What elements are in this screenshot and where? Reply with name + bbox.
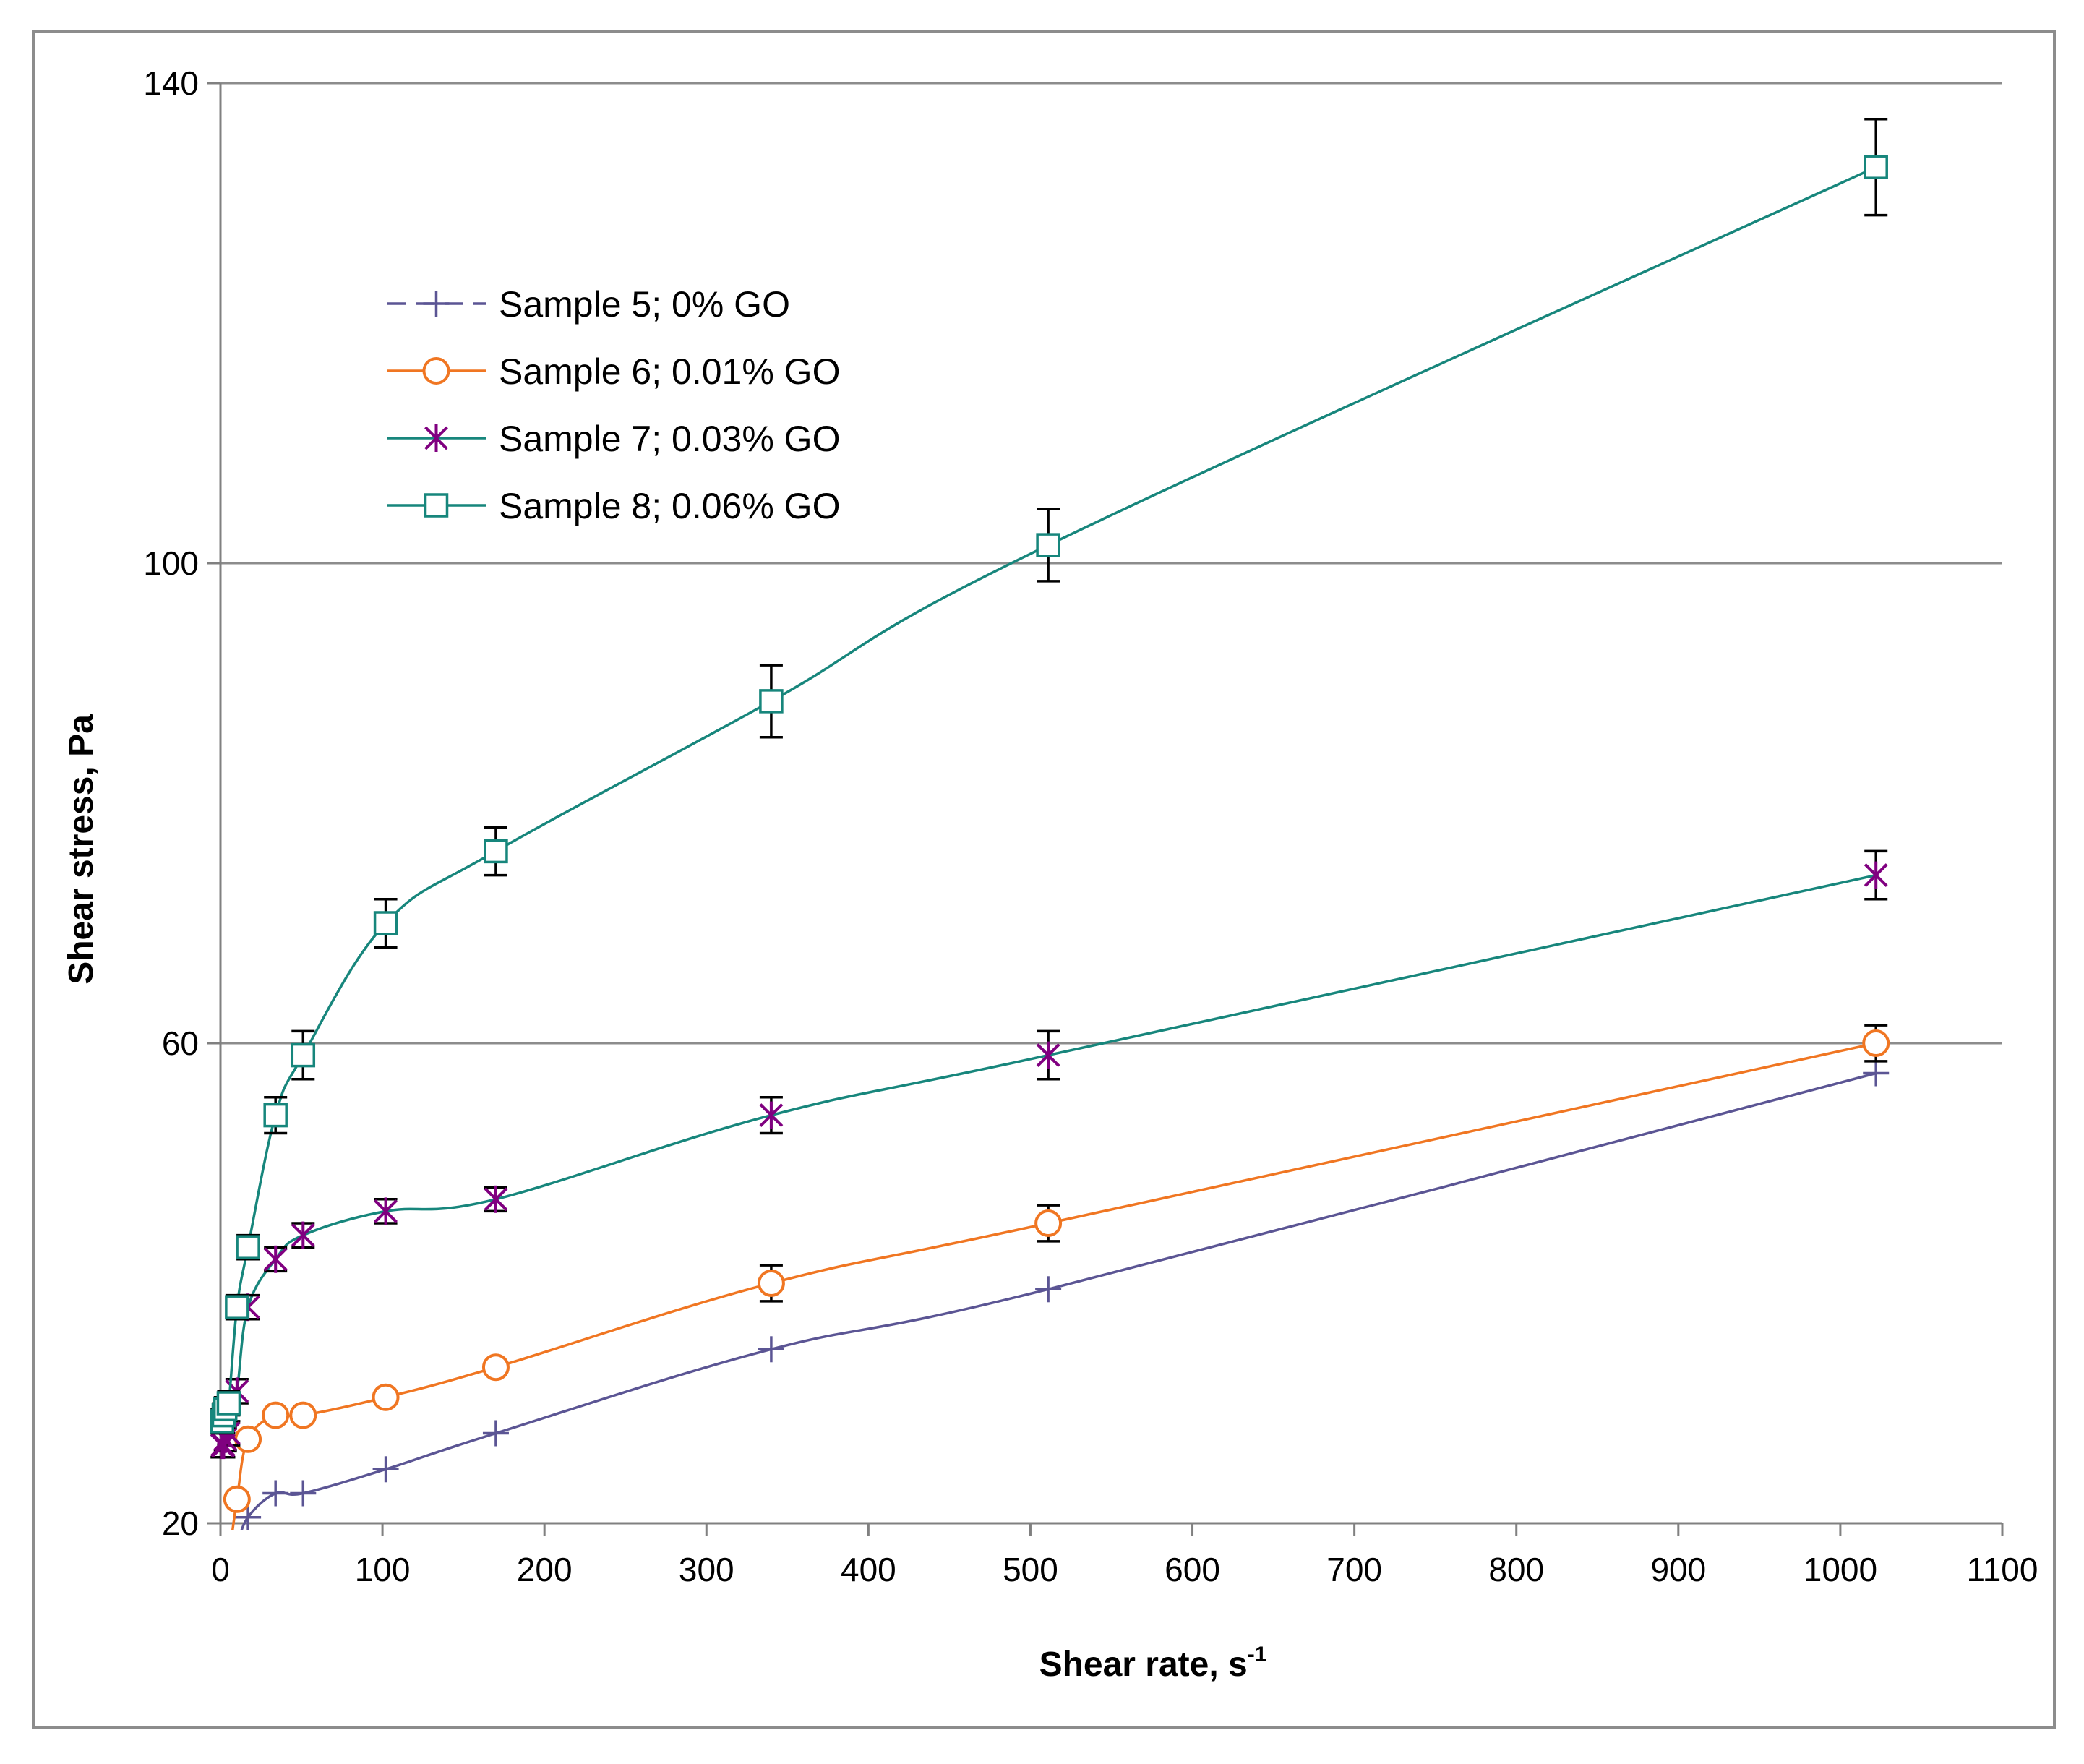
data-point [225, 1295, 249, 1319]
series-8 [210, 118, 1888, 1435]
data-point [484, 839, 508, 864]
data-point [481, 1353, 510, 1382]
data-point [289, 1401, 317, 1429]
data-point [291, 1042, 316, 1068]
data-point [759, 1101, 784, 1129]
x-tick-label: 300 [679, 1551, 734, 1588]
legend-item-8: Sample 8; 0.06% GO [387, 486, 840, 526]
data-point [1863, 1060, 1890, 1087]
data-point [1862, 1029, 1890, 1057]
x-tick-label: 600 [1165, 1551, 1220, 1588]
data-point [1036, 533, 1060, 557]
data-point [1034, 1209, 1063, 1237]
data-point [236, 1235, 260, 1259]
x-tick-label: 100 [355, 1551, 411, 1588]
data-point [757, 1270, 785, 1297]
y-axis-title: Shear stress, Pa [62, 714, 100, 985]
chart-frame [32, 30, 2056, 1729]
x-tick-label: 400 [841, 1551, 896, 1588]
data-point [216, 1391, 241, 1416]
axes: 0 100 200 300 400 500 600 700 800 900 1000 1100 20 60… [143, 64, 2038, 1588]
data-point [262, 1480, 289, 1507]
legend-label: Sample 7; 0.03% GO [499, 419, 840, 459]
x-tick-label: 1100 [1967, 1551, 2038, 1588]
legend-item-6: Sample 6; 0.01% GO [387, 351, 840, 392]
y-tick-label: 140 [143, 64, 199, 102]
data-point [223, 1485, 251, 1513]
data-point [372, 1383, 400, 1411]
data-point [262, 1401, 290, 1429]
x-tick-label: 0 [211, 1551, 230, 1588]
data-point [1036, 1041, 1060, 1069]
y-tick-label: 60 [162, 1024, 199, 1062]
y-tick-label: 20 [162, 1504, 199, 1542]
x-tick-label: 700 [1326, 1551, 1382, 1588]
data-point [1864, 861, 1888, 889]
legend-label: Sample 8; 0.06% GO [499, 486, 840, 526]
x-axis-title: Shear rate, s-1 [1039, 1643, 1267, 1684]
legend-label: Sample 5; 0% GO [499, 284, 790, 325]
legend: Sample 5; 0% GO Sample 6; 0.01% GO Sample … [387, 284, 840, 526]
data-point [373, 911, 398, 935]
x-tick-label: 900 [1650, 1551, 1706, 1588]
x-tick-label: 200 [517, 1551, 573, 1588]
legend-marker [424, 424, 448, 452]
gridlines [220, 82, 2002, 1045]
data-point [291, 1221, 315, 1249]
series-5 [235, 1060, 1890, 1530]
legend-item-7: Sample 7; 0.03% GO [387, 419, 840, 459]
data-point [484, 1185, 508, 1213]
data-point [263, 1245, 288, 1273]
data-point [372, 1456, 399, 1483]
x-axis-title-text: Shear rate, s [1039, 1645, 1248, 1684]
legend-item-5: Sample 5; 0% GO [387, 284, 790, 325]
data-series [210, 118, 1890, 1530]
data-point [1035, 1276, 1062, 1303]
legend-marker [423, 291, 450, 317]
x-tick-label: 1000 [1804, 1551, 1877, 1588]
data-point [758, 1336, 784, 1363]
data-point [482, 1420, 509, 1447]
data-point [374, 1197, 398, 1225]
legend-marker [422, 357, 450, 385]
data-point [1864, 155, 1888, 179]
legend-marker [424, 493, 449, 518]
legend-label: Sample 6; 0.01% GO [499, 351, 840, 392]
data-point [759, 689, 784, 714]
series-6 [223, 1024, 1890, 1530]
x-axis-title-superscript: -1 [1248, 1643, 1267, 1666]
x-tick-label: 800 [1488, 1551, 1544, 1588]
data-point [235, 1504, 262, 1530]
data-point [290, 1480, 317, 1507]
data-point [263, 1102, 288, 1128]
y-tick-label: 100 [143, 544, 199, 582]
data-point [234, 1425, 262, 1453]
x-tick-label: 500 [1003, 1551, 1058, 1588]
series-line [240, 1071, 1877, 1530]
